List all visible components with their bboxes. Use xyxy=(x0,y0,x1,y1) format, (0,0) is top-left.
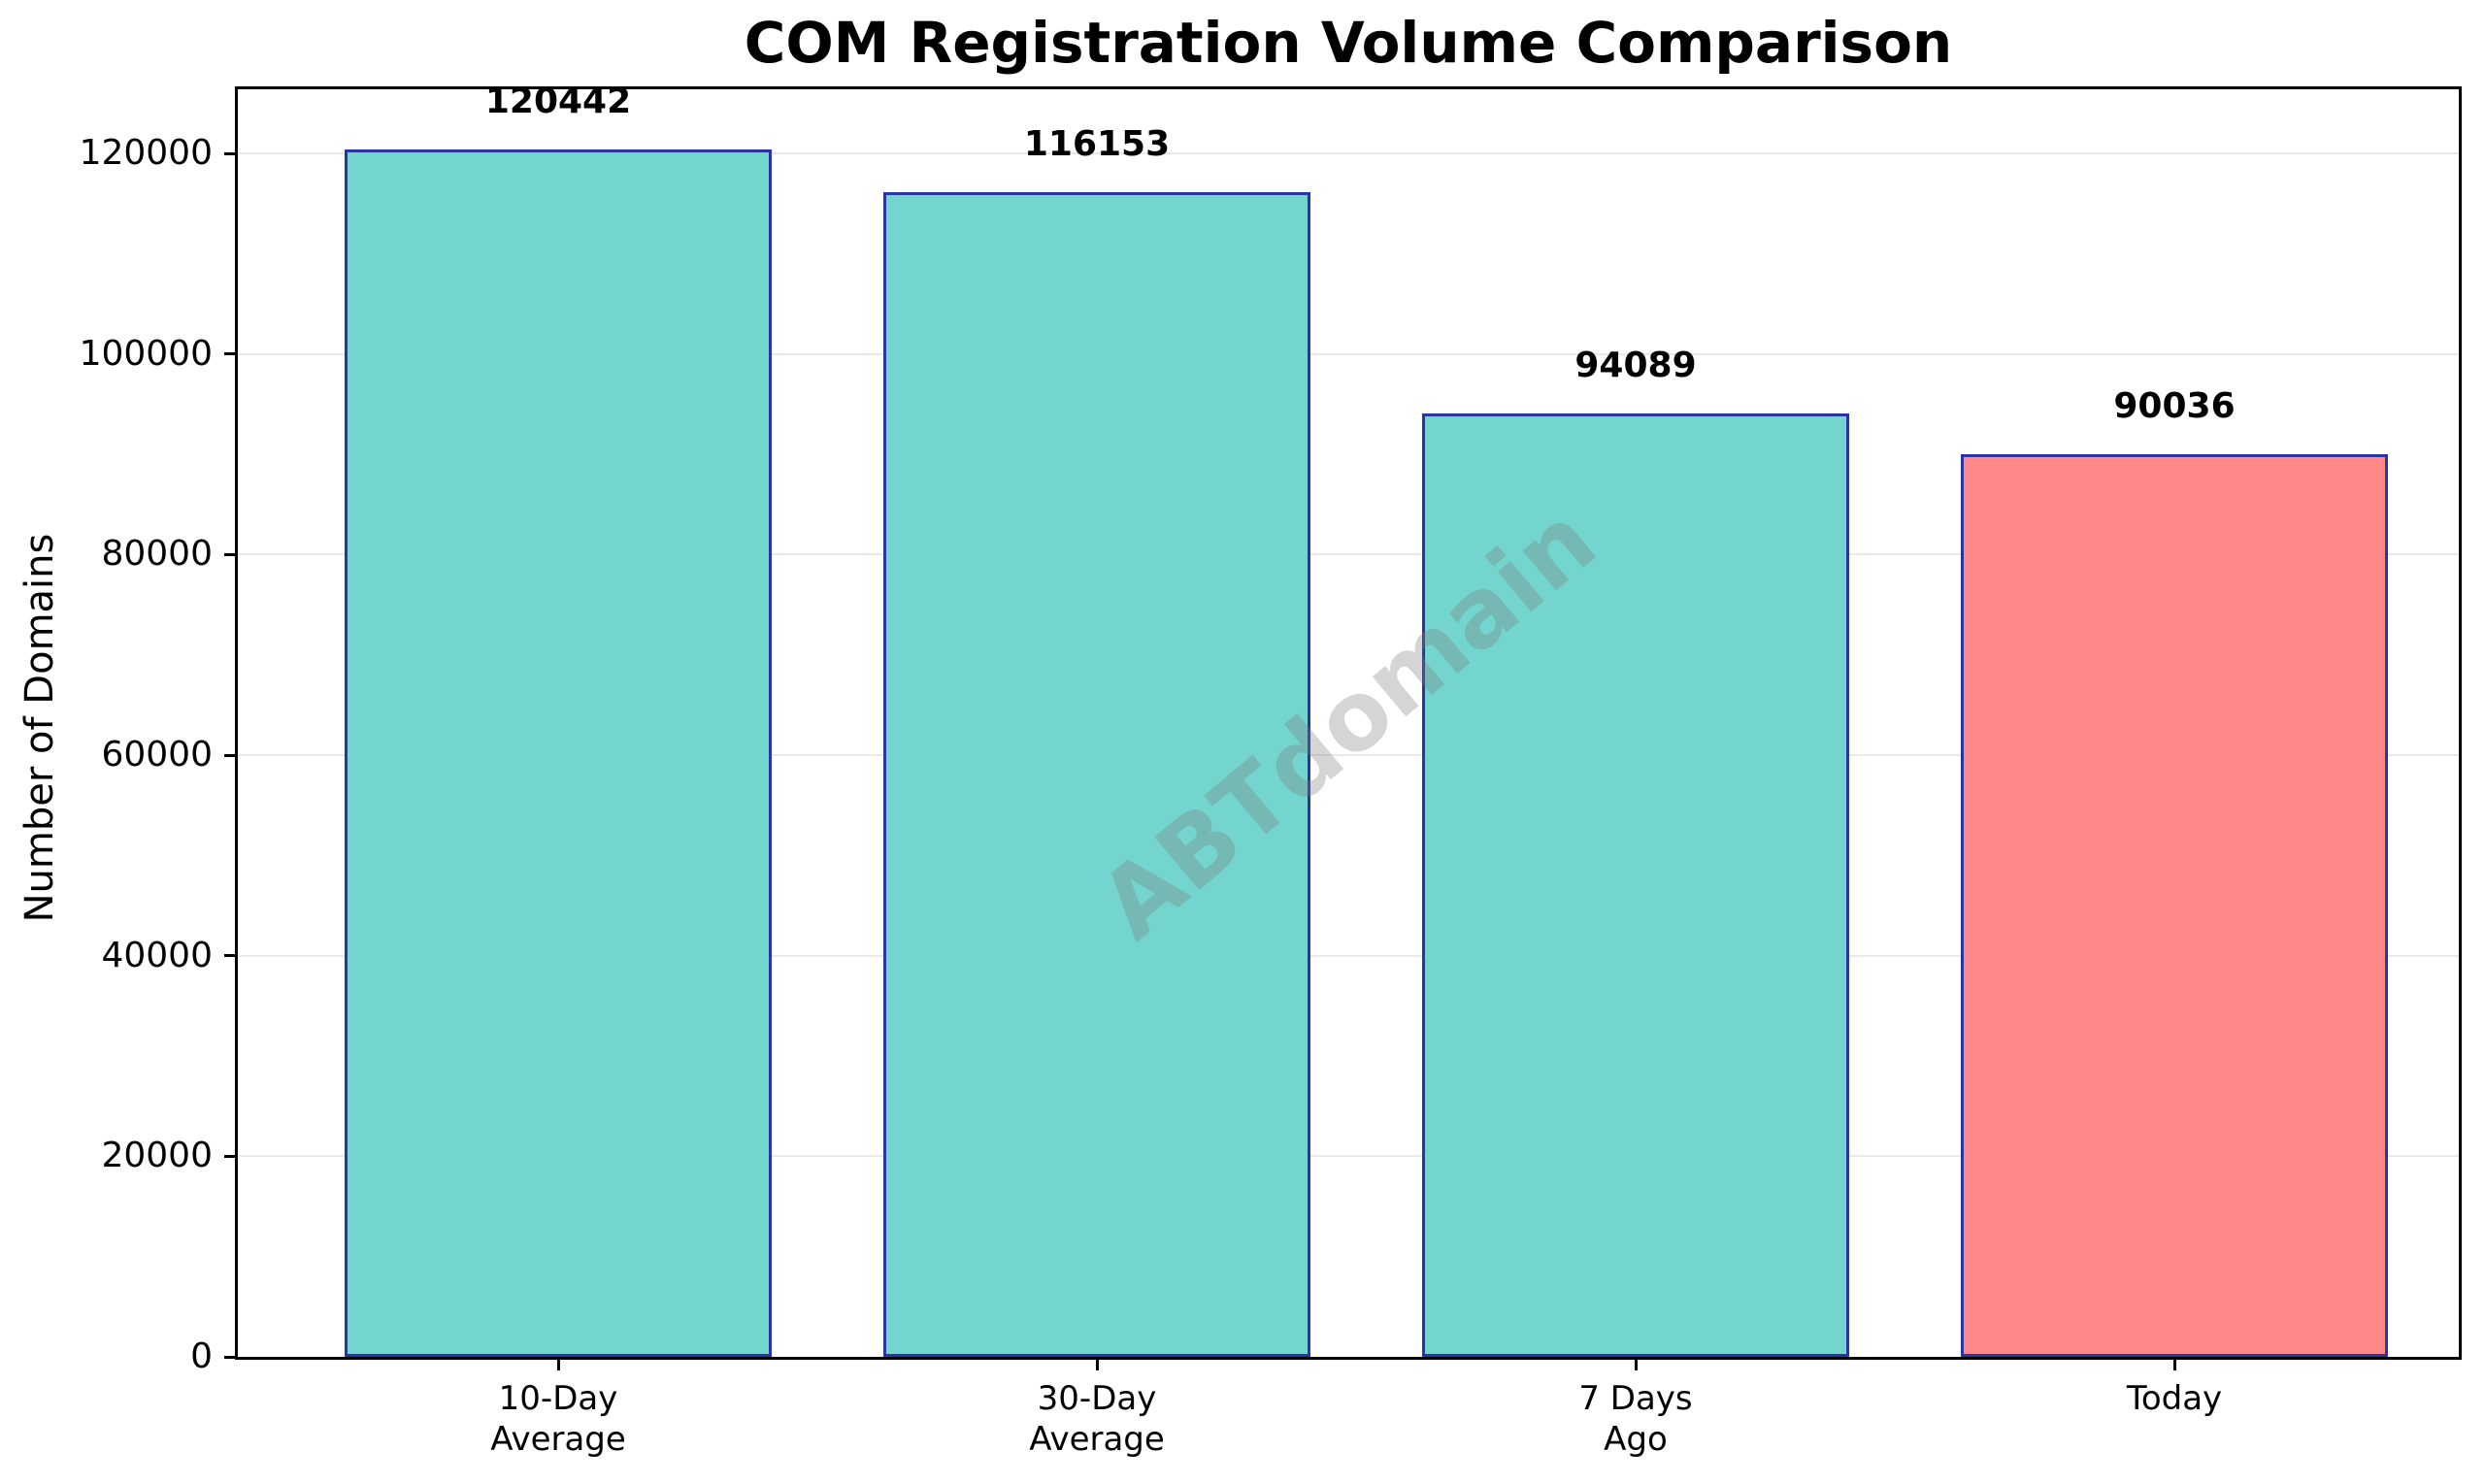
bar-today xyxy=(1961,453,2388,1357)
bar-value-label-120442: 120442 xyxy=(484,81,632,121)
x-tick-label-30-day-average: 30-Day Average xyxy=(893,1378,1301,1460)
x-tick-mark-2 xyxy=(1634,1357,1638,1370)
bar-30-day-average xyxy=(883,191,1310,1357)
x-tick-label-line: 30-Day xyxy=(1037,1379,1157,1418)
chart-title: COM Registration Volume Comparison xyxy=(744,10,1953,76)
y-tick-mark-120000 xyxy=(224,151,238,155)
bar-value-label-90036: 90036 xyxy=(2113,385,2236,426)
bar-7-days-ago xyxy=(1422,412,1849,1357)
x-tick-mark-0 xyxy=(556,1357,560,1370)
x-tick-label-line: 7 Days xyxy=(1578,1379,1693,1418)
y-tick-mark-80000 xyxy=(224,552,238,556)
x-tick-label-line: Today xyxy=(2126,1379,2223,1418)
bar-value-label-116153: 116153 xyxy=(1023,123,1171,164)
y-tick-mark-0 xyxy=(224,1355,238,1359)
y-tick-label-40000: 40000 xyxy=(101,935,213,975)
y-tick-label-60000: 60000 xyxy=(101,735,213,775)
gridline-80000 xyxy=(238,553,2459,556)
y-tick-label-100000: 100000 xyxy=(79,333,213,374)
x-tick-label-line: Ago xyxy=(1604,1420,1668,1459)
y-tick-label-0: 0 xyxy=(190,1336,213,1376)
y-tick-label-120000: 120000 xyxy=(79,133,213,174)
plot-area xyxy=(238,89,2459,1357)
gridline-60000 xyxy=(238,754,2459,757)
gridline-20000 xyxy=(238,1155,2459,1158)
bar-value-label-94089: 94089 xyxy=(1574,345,1697,385)
x-tick-label-today: Today xyxy=(1971,1378,2378,1419)
y-tick-mark-100000 xyxy=(224,352,238,356)
x-tick-mark-1 xyxy=(1095,1357,1099,1370)
x-tick-label-7-days-ago: 7 Days Ago xyxy=(1432,1378,1839,1460)
x-tick-label-line: Average xyxy=(490,1420,626,1459)
y-tick-mark-20000 xyxy=(224,1154,238,1158)
gridline-40000 xyxy=(238,954,2459,957)
bar-10-day-average xyxy=(345,148,772,1357)
y-tick-mark-40000 xyxy=(224,954,238,958)
gridline-120000 xyxy=(238,152,2459,155)
x-tick-label-line: Average xyxy=(1029,1420,1165,1459)
y-tick-label-80000: 80000 xyxy=(101,534,213,575)
gridline-100000 xyxy=(238,352,2459,355)
x-tick-mark-3 xyxy=(2172,1357,2176,1370)
y-tick-mark-60000 xyxy=(224,753,238,757)
y-tick-label-20000: 20000 xyxy=(101,1136,213,1176)
x-tick-label-line: 10-Day xyxy=(498,1379,618,1418)
x-tick-label-10-day-average: 10-Day Average xyxy=(354,1378,762,1460)
